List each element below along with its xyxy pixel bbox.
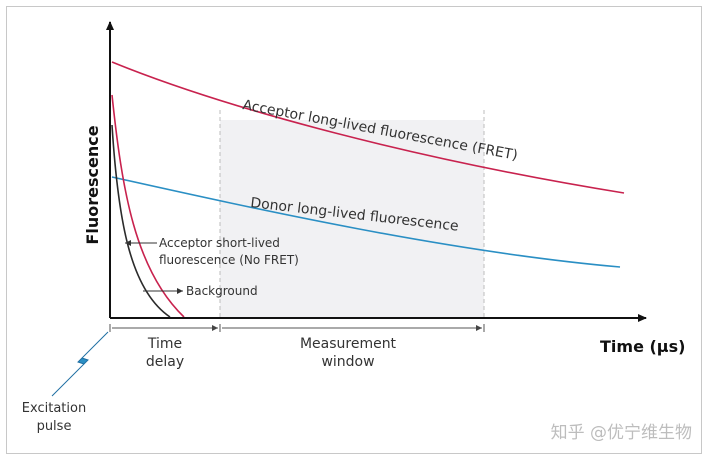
acceptor-short-label-line2: fluorescence (No FRET): [159, 253, 299, 267]
acceptor-short-label-line1: Acceptor short-lived: [159, 236, 280, 250]
acceptor-short-curve: [111, 94, 185, 318]
excitation-label-line1: Excitation: [22, 401, 86, 416]
acceptor-long-curve: [111, 61, 625, 194]
measurement-label-line2: window: [321, 354, 374, 370]
excitation-label-line2: pulse: [37, 419, 72, 434]
watermark-text: 知乎 @优宁维生物: [551, 423, 692, 443]
measurement-window-region: [220, 120, 484, 318]
y-axis-label: Fluorescence: [83, 125, 102, 244]
measurement-label-line1: Measurement: [300, 336, 397, 352]
x-axis-label: Time (µs): [600, 337, 685, 356]
donor-long-curve: [111, 176, 621, 268]
background-label: Background: [186, 284, 258, 298]
time-delay-label-line1: Time: [147, 336, 182, 352]
lightning-bolt-icon: [51, 331, 109, 397]
figure-frame: [6, 6, 702, 454]
time-delay-label-line2: delay: [146, 354, 184, 370]
background-curve: [111, 124, 171, 318]
